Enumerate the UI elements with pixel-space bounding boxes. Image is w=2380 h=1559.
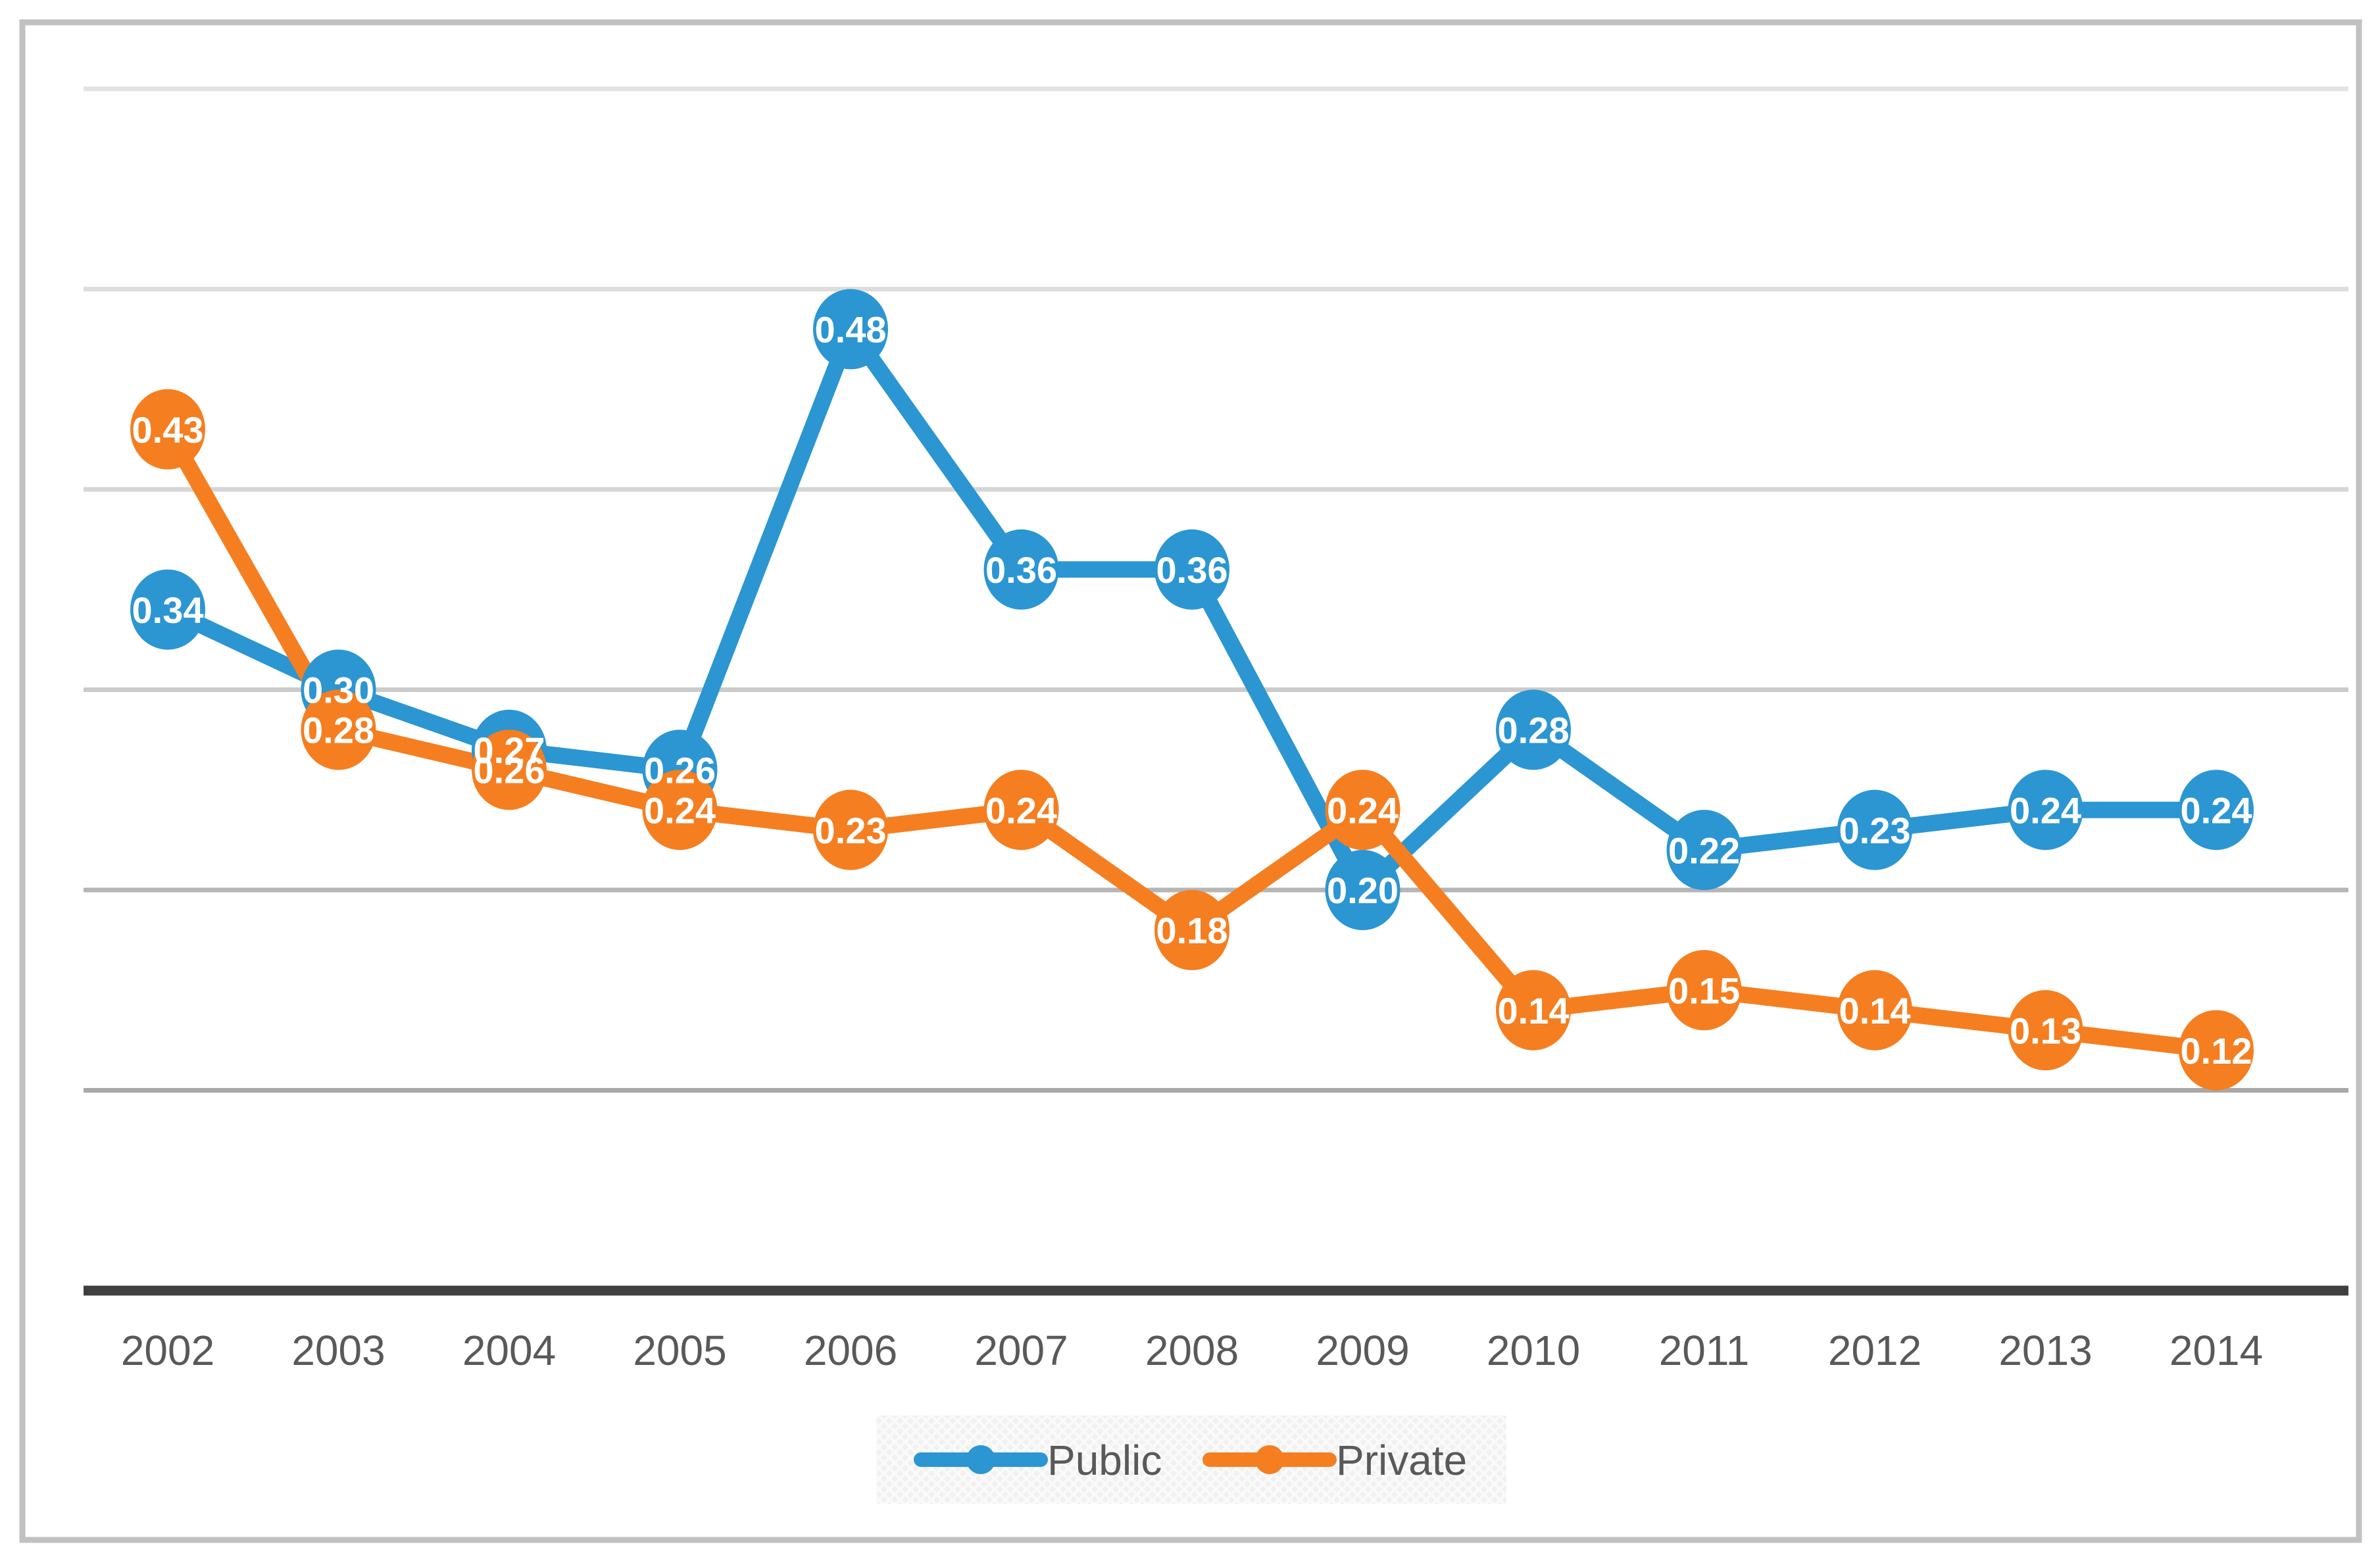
data-point-public-2013	[2008, 770, 2083, 851]
data-label-private-2002: 0.43	[132, 409, 204, 451]
legend-item-private: Private	[1202, 1437, 1467, 1484]
legend-label-private: Private	[1336, 1437, 1467, 1484]
x-axis-label-2011: 2011	[1659, 1327, 1750, 1374]
data-label-public-2011: 0.22	[1668, 829, 1740, 871]
legend: Public Private	[876, 1416, 1506, 1504]
x-axis-labels: 2002 2003 2004 2005 2006 2007 2008 2009 2010 2011…	[121, 1327, 2263, 1374]
data-label-private-2011: 0.15	[1668, 970, 1740, 1011]
data-label-public-2002: 0.34	[132, 589, 204, 631]
data-point-private-2009	[1325, 770, 1401, 851]
legend-dot-marker-public	[966, 1445, 995, 1474]
data-label-public-2010: 0.28	[1498, 710, 1570, 751]
chart-border-frame	[19, 19, 2362, 1543]
series-markers	[130, 289, 2254, 1091]
data-point-public-2012	[1837, 789, 1912, 870]
data-label-private-2003: 0.28	[303, 710, 374, 751]
data-label-private-2005: 0.24	[644, 789, 716, 831]
data-labels: 0.340.300.27 0.260.480.36 0.360.200.280.22…	[132, 309, 2252, 1072]
x-axis-label-2012: 2012	[1828, 1327, 1921, 1374]
data-label-public-2012: 0.23	[1839, 810, 1911, 851]
data-label-private-2014: 0.12	[2181, 1030, 2252, 1072]
x-axis-label-2014: 2014	[2169, 1327, 2263, 1374]
x-axis-label-2006: 2006	[804, 1327, 897, 1374]
data-label-public-2003: 0.30	[303, 670, 374, 711]
data-label-public-2013: 0.24	[2010, 789, 2081, 831]
data-label-public-2007: 0.36	[985, 549, 1057, 591]
data-point-private-2011	[1666, 950, 1742, 1031]
data-point-private-2005	[642, 770, 718, 851]
x-axis-label-2008: 2008	[1145, 1327, 1239, 1374]
data-point-public-2014	[2179, 770, 2254, 851]
x-axis-label-2007: 2007	[974, 1327, 1068, 1374]
data-label-private-2004: 0.26	[474, 749, 545, 791]
data-point-private-2010	[1496, 970, 1571, 1051]
data-point-private-2013	[2008, 990, 2083, 1071]
data-label-private-2007: 0.24	[985, 789, 1057, 831]
data-label-public-2006: 0.48	[815, 309, 887, 351]
data-point-public-2011	[1666, 810, 1742, 891]
x-axis-label-2004: 2004	[462, 1327, 556, 1374]
data-label-private-2010: 0.14	[1498, 990, 1570, 1031]
data-label-private-2006: 0.23	[815, 810, 887, 851]
gridlines	[84, 86, 2348, 1093]
data-point-private-2007	[983, 770, 1059, 851]
x-axis-label-2009: 2009	[1316, 1327, 1409, 1374]
data-point-private-2008	[1154, 889, 1229, 970]
data-point-public-2002	[130, 569, 205, 650]
legend-label-public: Public	[1047, 1437, 1162, 1484]
data-point-private-2003	[301, 689, 376, 770]
legend-dot-marker-private	[1255, 1445, 1284, 1474]
data-label-public-2009: 0.20	[1327, 870, 1399, 911]
data-point-private-2012	[1837, 970, 1912, 1051]
x-axis-label-2003: 2003	[291, 1327, 385, 1374]
data-label-private-2012: 0.14	[1839, 990, 1911, 1031]
x-axis-label-2005: 2005	[633, 1327, 726, 1374]
legend-item-public: Public	[914, 1437, 1162, 1484]
data-point-public-2009	[1325, 850, 1401, 930]
data-point-private-2006	[813, 789, 888, 870]
data-point-public-2006	[813, 289, 888, 370]
x-axis-label-2013: 2013	[1998, 1327, 2092, 1374]
data-point-private-2004	[472, 730, 547, 810]
data-label-public-2005: 0.26	[644, 749, 716, 791]
data-point-public-2007	[983, 529, 1059, 610]
x-axis-label-2002: 2002	[121, 1327, 214, 1374]
data-label-public-2014: 0.24	[2181, 789, 2252, 831]
data-point-public-2008	[1154, 529, 1229, 610]
data-label-public-2004: 0.27	[474, 730, 545, 771]
data-label-private-2013: 0.13	[2010, 1010, 2081, 1051]
x-axis-label-2010: 2010	[1487, 1327, 1580, 1374]
data-label-private-2009: 0.24	[1327, 789, 1399, 831]
data-label-private-2008: 0.18	[1156, 910, 1228, 951]
data-label-public-2008: 0.36	[1156, 549, 1228, 591]
data-point-public-2010	[1496, 689, 1571, 770]
data-point-private-2014	[2179, 1010, 2254, 1091]
data-point-private-2002	[130, 389, 205, 470]
